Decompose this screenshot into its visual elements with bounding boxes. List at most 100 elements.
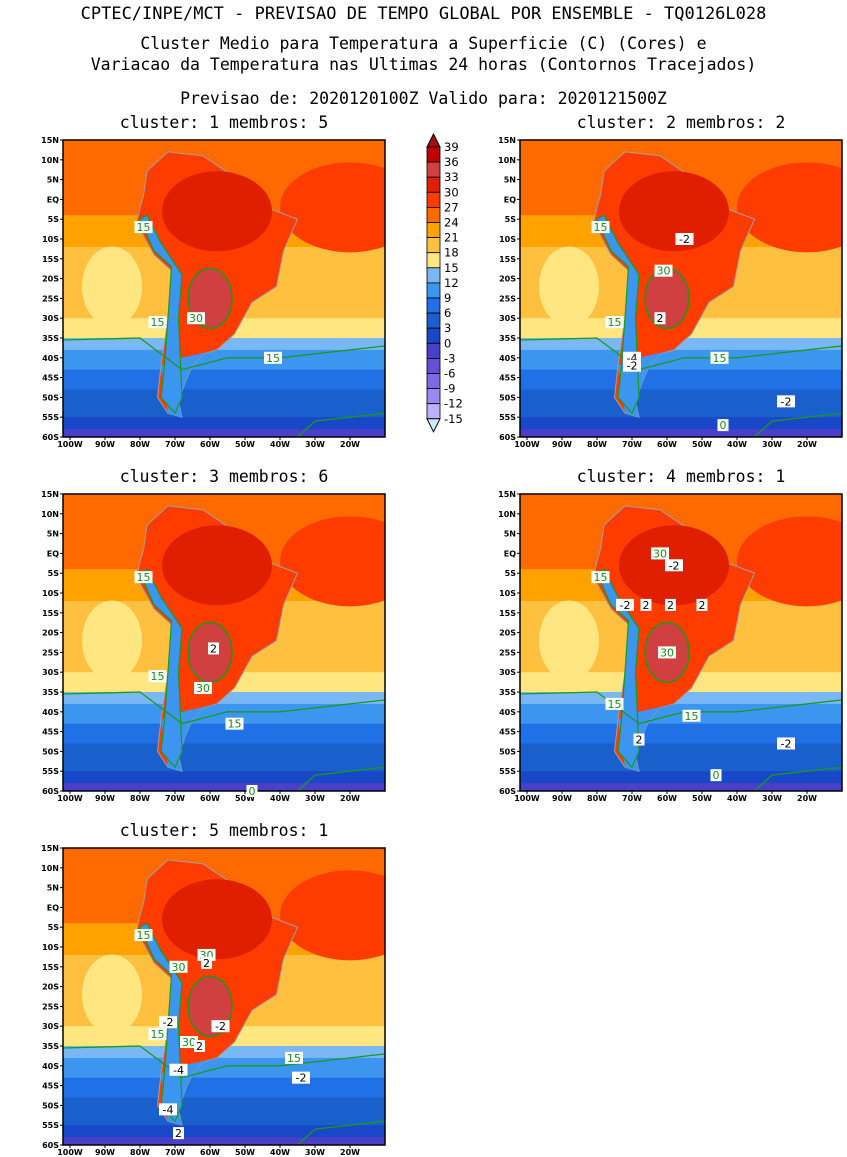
- lon-tick-label: 30W: [762, 440, 782, 449]
- panel-title-2: cluster: 2 membros: 2: [576, 113, 786, 132]
- lon-tick-label: 40W: [270, 440, 290, 449]
- temperature-band: [63, 783, 385, 791]
- contour-label-box: [148, 1028, 167, 1041]
- contour-label: -2: [781, 395, 792, 408]
- lon-tick-label: 70W: [622, 794, 642, 803]
- contour-label-box: [710, 351, 729, 364]
- lon-tick-label: 90W: [95, 1148, 115, 1157]
- lon-tick-label: 100W: [57, 440, 83, 449]
- lat-tick-label: 15N: [41, 136, 59, 145]
- temperature-band: [63, 771, 385, 785]
- lat-tick-label: 5S: [48, 569, 60, 578]
- contour-label-box: [169, 1063, 188, 1076]
- lat-tick-label: 15N: [41, 844, 59, 853]
- lon-tick-label: 80W: [587, 794, 607, 803]
- lat-tick-label: 55S: [499, 767, 516, 776]
- contour-15: [520, 337, 842, 371]
- temperature-band: [63, 703, 385, 725]
- contour-label-box: [658, 646, 676, 659]
- colorbar-swatch: [426, 357, 441, 374]
- contour-label-box: [651, 547, 669, 560]
- contour-label-box: [665, 598, 676, 611]
- hot-region-amazon: [619, 171, 729, 252]
- contour-label-box: [187, 312, 205, 325]
- contour-label: 0: [249, 785, 256, 798]
- map-panel-3: 15N 10N 5N EQ 5S 10S 15S 20S 25S 30S 35S 40S 45S 50S 5…: [41, 490, 386, 803]
- lat-tick-label: 10S: [42, 589, 59, 598]
- lat-tick-label: 50S: [499, 393, 516, 402]
- warm-ocean-region: [280, 162, 385, 253]
- lat-tick-label: 55S: [42, 1121, 59, 1130]
- lon-tick-label: 30W: [305, 440, 325, 449]
- temperature-band: [63, 1125, 385, 1139]
- lat-tick-label: 55S: [42, 767, 59, 776]
- contour-label: 30: [182, 1036, 196, 1049]
- colorbar-swatch: [426, 252, 441, 269]
- colorbar-level-label: 24: [444, 216, 459, 230]
- lat-tick-label: 5S: [505, 215, 517, 224]
- lat-tick-label: 60S: [42, 433, 59, 442]
- lat-tick-label: 40S: [42, 1062, 59, 1071]
- contour-0: [297, 412, 385, 437]
- lat-tick-label: 20S: [499, 629, 516, 638]
- contour-label: 2: [203, 957, 210, 970]
- lat-tick-label: 15S: [42, 609, 59, 618]
- temperature-band: [63, 429, 385, 437]
- contour-label: 2: [667, 599, 674, 612]
- colorbar-swatch: [426, 282, 441, 299]
- contour-label: 15: [266, 352, 280, 365]
- lat-tick-label: 20S: [42, 629, 59, 638]
- lat-tick-label: 10N: [498, 510, 516, 519]
- lon-tick-label: 30W: [305, 1148, 325, 1157]
- contour-label: -2: [781, 737, 792, 750]
- colorbar-level-label: 33: [444, 170, 459, 184]
- lon-tick-label: 60W: [200, 794, 220, 803]
- lon-tick-label: 30W: [762, 794, 782, 803]
- map-frame: [519, 139, 843, 438]
- colorbar-level-label: -3: [444, 351, 455, 365]
- lat-tick-label: 30S: [499, 314, 516, 323]
- temperature-band: [63, 1137, 385, 1145]
- contour-label-box: [777, 395, 795, 408]
- contour-label-box: [654, 312, 666, 325]
- lon-tick-label: 100W: [514, 794, 540, 803]
- lon-tick-label: 20W: [340, 440, 360, 449]
- contour-label-box: [225, 717, 244, 730]
- contour-label-box: [616, 598, 634, 611]
- warm-ocean-region: [280, 516, 385, 607]
- lat-tick-label: 45S: [499, 728, 516, 737]
- contour-label-box: [682, 709, 701, 722]
- contour-label: -2: [215, 1020, 226, 1033]
- contour-label-box: [134, 571, 153, 584]
- contour-label-box: [591, 571, 610, 584]
- contour-15: [63, 691, 385, 725]
- hot-region-amazon: [162, 879, 272, 960]
- contour-label-box: [665, 559, 683, 572]
- lat-tick-label: 45S: [42, 1082, 59, 1091]
- contour-label: 15: [137, 929, 151, 942]
- contour-label-box: [211, 1020, 230, 1033]
- contour-0: [297, 766, 385, 791]
- warm-ocean-region: [280, 870, 385, 961]
- colorbar-swatch: [426, 161, 441, 178]
- colorbar-level-label: 30: [444, 185, 459, 199]
- lat-tick-label: 60S: [42, 1141, 59, 1150]
- lat-tick-label: 30S: [42, 314, 59, 323]
- colorbar-swatch: [426, 373, 441, 390]
- lat-tick-label: EQ: [47, 903, 59, 912]
- temperature-band: [520, 429, 842, 437]
- lat-tick-label: 45S: [499, 374, 516, 383]
- lon-tick-label: 40W: [270, 1148, 290, 1157]
- lat-tick-label: 45S: [42, 728, 59, 737]
- lon-tick-label: 90W: [552, 440, 572, 449]
- colorbar-level-label: -9: [444, 382, 455, 396]
- lat-tick-label: 10S: [42, 235, 59, 244]
- contour-label: 15: [137, 571, 151, 584]
- contour-label: 30: [172, 961, 186, 974]
- map-frame: [519, 493, 843, 792]
- lat-tick-label: EQ: [504, 549, 516, 558]
- lat-tick-label: 30S: [42, 1022, 59, 1031]
- lon-tick-label: 50W: [692, 794, 712, 803]
- panel-title-4: cluster: 4 membros: 1: [576, 467, 786, 486]
